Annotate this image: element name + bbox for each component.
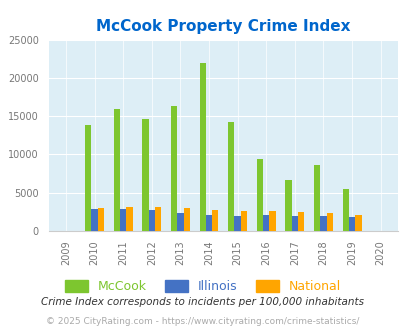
Bar: [126, 207, 132, 231]
Bar: [313, 165, 320, 231]
Bar: [297, 212, 303, 231]
Bar: [113, 109, 120, 231]
Bar: [205, 215, 212, 231]
Text: Crime Index corresponds to incidents per 100,000 inhabitants: Crime Index corresponds to incidents per…: [41, 297, 364, 307]
Bar: [155, 207, 161, 231]
Bar: [171, 106, 177, 231]
Title: McCook Property Crime Index: McCook Property Crime Index: [96, 19, 350, 34]
Text: © 2025 CityRating.com - https://www.cityrating.com/crime-statistics/: © 2025 CityRating.com - https://www.city…: [46, 317, 359, 326]
Bar: [228, 121, 234, 231]
Bar: [348, 217, 354, 231]
Bar: [285, 181, 291, 231]
Bar: [85, 125, 91, 231]
Bar: [262, 215, 269, 231]
Bar: [212, 210, 218, 231]
Bar: [342, 189, 348, 231]
Legend: McCook, Illinois, National: McCook, Illinois, National: [60, 275, 345, 298]
Bar: [320, 216, 326, 231]
Bar: [177, 213, 183, 231]
Bar: [199, 63, 205, 231]
Bar: [91, 209, 98, 231]
Bar: [240, 212, 247, 231]
Bar: [120, 209, 126, 231]
Bar: [354, 214, 360, 231]
Bar: [256, 159, 262, 231]
Bar: [148, 210, 155, 231]
Bar: [234, 216, 240, 231]
Bar: [98, 208, 104, 231]
Bar: [269, 212, 275, 231]
Bar: [183, 209, 190, 231]
Bar: [291, 216, 297, 231]
Bar: [326, 213, 332, 231]
Bar: [142, 119, 148, 231]
